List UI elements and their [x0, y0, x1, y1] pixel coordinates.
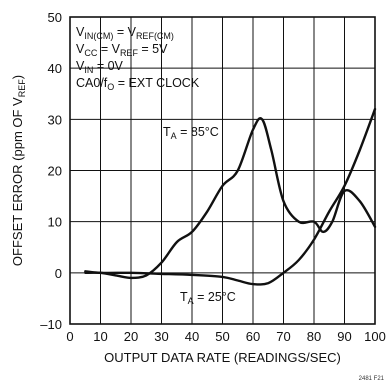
y-tick-label: 10 — [48, 215, 62, 230]
x-tick-label: 0 — [66, 329, 73, 344]
series-line-25c — [84, 107, 377, 286]
tick-labels: 0 10 20 30 40 50 60 70 80 90 100 –10 0 10 20 30 40 50 — [40, 10, 386, 344]
x-tick-label: 40 — [185, 329, 199, 344]
y-tick-label: 40 — [48, 61, 62, 76]
condition-line: VCC = VREF = 5V — [76, 42, 168, 58]
condition-line: VIN(CM) = VREF(CM) — [76, 25, 174, 41]
series-label-25c: TA = 25°C — [180, 290, 236, 306]
x-tick-label: 10 — [93, 329, 107, 344]
x-axis-label: OUTPUT DATA RATE (READINGS/SEC) — [104, 350, 341, 365]
x-tick-label: 100 — [364, 329, 386, 344]
series-lines — [84, 107, 377, 286]
condition-line: CA0/fO = EXT CLOCK — [76, 76, 200, 92]
y-tick-label: 20 — [48, 164, 62, 179]
x-tick-label: 80 — [307, 329, 321, 344]
condition-line: VIN = 0V — [76, 59, 124, 75]
x-tick-label: 50 — [215, 329, 229, 344]
x-tick-label: 70 — [276, 329, 290, 344]
y-axis-label: OFFSET ERROR (ppm OF VREF) — [10, 75, 27, 266]
series-line-85c — [84, 117, 377, 280]
figure-id: 2481 F21 — [359, 376, 385, 382]
y-tick-label: 0 — [55, 266, 62, 281]
y-tick-label: –10 — [40, 317, 62, 332]
x-tick-label: 20 — [124, 329, 138, 344]
svg-text:OFFSET ERROR (ppm OF VREF): OFFSET ERROR (ppm OF VREF) — [10, 75, 27, 266]
x-tick-label: 30 — [154, 329, 168, 344]
x-tick-label: 90 — [337, 329, 351, 344]
y-axis-label-tail: ) — [10, 75, 25, 79]
series-label-85c: TA = 85°C — [163, 125, 219, 141]
y-axis-label-main: OFFSET ERROR (ppm OF V — [10, 97, 25, 266]
y-tick-label: 30 — [48, 112, 62, 127]
series-labels: TA = 85°C TA = 25°C — [163, 125, 236, 306]
y-tick-label: 50 — [48, 10, 62, 25]
x-tick-label: 60 — [246, 329, 260, 344]
plot-frame — [69, 16, 376, 325]
y-axis-label-sub: REF — [17, 79, 27, 98]
